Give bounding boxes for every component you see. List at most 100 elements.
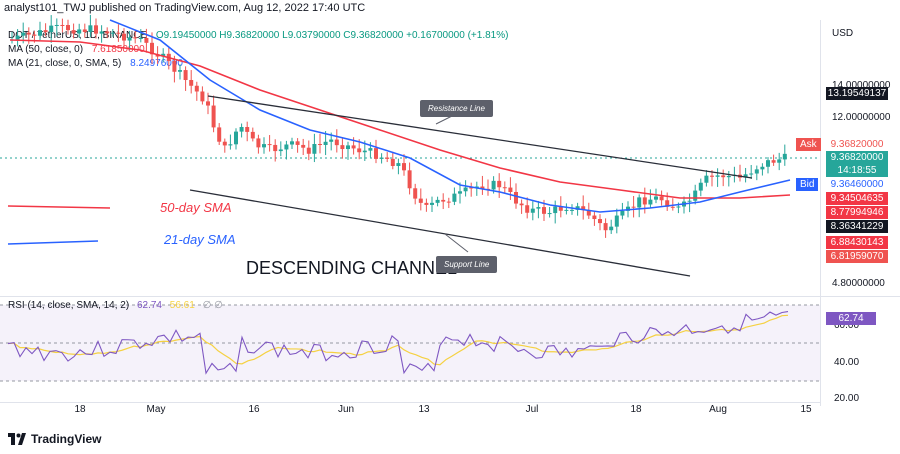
candle-body xyxy=(49,25,54,33)
ma21-legend[interactable]: MA (21, close, 0, SMA, 5) 8.24976000 xyxy=(8,58,183,69)
rsi-legend[interactable]: RSI (14, close, SMA, 14, 2) 62.74 56.61 … xyxy=(8,300,223,311)
rsi-tick-40: 40.00 xyxy=(834,357,860,368)
candle-body xyxy=(38,30,42,36)
candle-body xyxy=(609,226,614,231)
candle-body xyxy=(693,190,698,201)
candle-body xyxy=(15,35,20,40)
resistance-trendline[interactable] xyxy=(207,95,753,179)
candle-body xyxy=(340,145,345,150)
candle-body xyxy=(256,138,261,148)
candle-body xyxy=(782,153,787,160)
rsi-value: 62.74 xyxy=(136,300,162,311)
x-tick-18: 18 xyxy=(74,404,86,415)
currency-label[interactable]: USD xyxy=(832,28,854,39)
candle-body xyxy=(390,158,395,166)
candle-body xyxy=(66,25,70,31)
candle-body xyxy=(547,213,552,215)
candle-body xyxy=(105,31,110,34)
candle-body xyxy=(183,70,188,81)
ma50-value: 7.61850000 xyxy=(91,44,145,55)
candle-body xyxy=(413,188,418,199)
candle-body xyxy=(60,24,65,26)
candle-body xyxy=(32,34,37,36)
candle-body xyxy=(228,144,233,146)
candle-body xyxy=(710,175,714,177)
ma50-legend[interactable]: MA (50, close, 0) 7.61850000 xyxy=(8,44,145,55)
ohlc-values: O9.19450000 H9.36820000 L9.03790000 C9.3… xyxy=(155,30,509,41)
resistance-callout[interactable]: Resistance Line xyxy=(420,100,493,117)
candle-body xyxy=(446,201,451,203)
candle-body xyxy=(54,24,59,26)
level3-badge: 6.81959070 xyxy=(826,250,888,263)
candle-body xyxy=(553,206,558,214)
level1-badge: 8.36341229 xyxy=(826,220,888,233)
candle-body xyxy=(346,145,350,150)
candle-body xyxy=(306,147,311,154)
candle-body xyxy=(99,31,104,34)
ma21-value: 8.24976000 xyxy=(130,58,183,69)
price-tick-14: 14.00000000 xyxy=(832,80,891,91)
ma21-badge: 8.77994946 xyxy=(826,206,888,219)
bid-tag: Bid xyxy=(796,178,819,191)
ma21-label: MA (21, close, 0, SMA, 5) xyxy=(8,58,122,69)
candle-body xyxy=(368,148,373,151)
countdown-badge: 14:18:55 xyxy=(826,164,888,177)
symbol-name[interactable]: DOT / TetherUS, 1D, BINANCE xyxy=(8,30,148,41)
tradingview-footer[interactable]: TradingView xyxy=(8,432,101,446)
candle-body xyxy=(133,37,138,39)
candle-body xyxy=(766,160,770,167)
candle-body xyxy=(396,163,401,166)
candle-body xyxy=(519,203,524,206)
candle-body xyxy=(88,25,93,32)
candle-body xyxy=(26,32,31,35)
candle-body xyxy=(508,187,513,192)
ma50-label: MA (50, close, 0) xyxy=(8,44,84,55)
x-tick-15: 15 xyxy=(800,404,812,415)
candle-body xyxy=(726,175,731,178)
price-tick-12: 12.00000000 xyxy=(832,112,891,123)
candle-body xyxy=(698,182,703,191)
x-tick-may: May xyxy=(146,404,166,415)
candle-body xyxy=(351,145,356,149)
candle-body xyxy=(150,42,154,55)
candle-body xyxy=(334,139,339,146)
candle-body xyxy=(670,206,675,208)
candle-body xyxy=(250,131,255,139)
candle-body xyxy=(715,175,720,177)
x-tick-jul: Jul xyxy=(525,404,539,415)
support-callout[interactable]: Support Line xyxy=(436,256,498,273)
candle-body xyxy=(278,149,283,152)
candle-body xyxy=(530,208,535,213)
rsi-tick-20: 20.00 xyxy=(834,393,860,404)
candle-body xyxy=(458,191,462,194)
candle-body xyxy=(122,33,126,41)
sma50-annotation: 50-day SMA xyxy=(160,200,232,215)
candle-body xyxy=(239,127,244,132)
support-trendline[interactable] xyxy=(189,189,691,277)
rsi-pane-divider[interactable] xyxy=(0,296,900,297)
candle-body xyxy=(362,150,367,153)
candle-body xyxy=(301,144,306,148)
candle-body xyxy=(312,144,317,154)
rsi-extra: ∅ ∅ xyxy=(202,300,223,311)
candle-body xyxy=(161,53,166,57)
ma50-line xyxy=(9,39,791,199)
candle-body xyxy=(463,187,468,192)
candle-body xyxy=(704,175,709,183)
candle-body xyxy=(211,105,216,128)
candle-body xyxy=(424,202,429,205)
candle-body xyxy=(631,206,636,208)
support-pointer xyxy=(444,233,469,253)
ma50-badge: 9.34504635 xyxy=(826,192,888,205)
candle-body xyxy=(323,141,328,145)
candle-body xyxy=(620,210,625,216)
candle-body xyxy=(642,197,647,205)
candle-body xyxy=(721,175,726,178)
candle-body xyxy=(385,157,390,159)
candle-body xyxy=(435,199,440,203)
candle-body xyxy=(654,196,658,200)
tradingview-brand: TradingView xyxy=(31,432,102,446)
high-badge: 13.19549137 xyxy=(826,87,888,100)
candle-body xyxy=(418,198,423,203)
